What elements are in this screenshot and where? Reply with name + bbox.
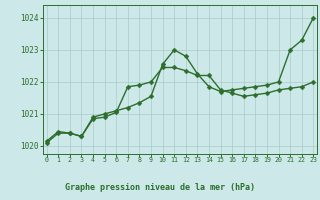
Text: Graphe pression niveau de la mer (hPa): Graphe pression niveau de la mer (hPa) bbox=[65, 183, 255, 192]
